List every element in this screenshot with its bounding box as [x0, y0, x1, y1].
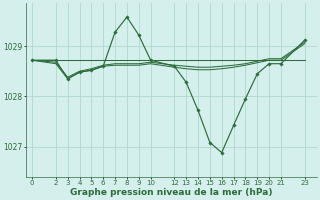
X-axis label: Graphe pression niveau de la mer (hPa): Graphe pression niveau de la mer (hPa)	[70, 188, 273, 197]
